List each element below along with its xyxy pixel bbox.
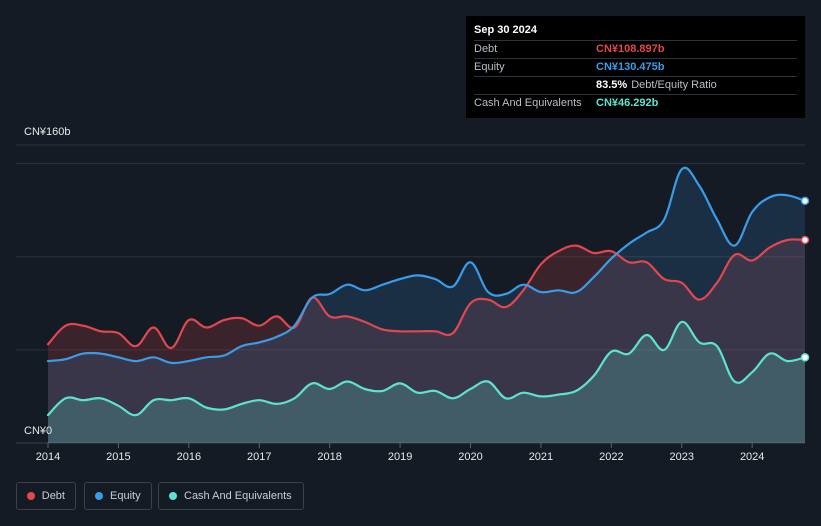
x-tick-label: 2020 bbox=[458, 451, 482, 463]
legend-item-debt[interactable]: Debt bbox=[16, 482, 76, 510]
area-debt bbox=[48, 239, 805, 443]
line-cash-and-equivalents bbox=[46, 320, 807, 417]
tooltip-value: CN¥108.897b bbox=[596, 43, 665, 55]
tooltip-value: 83.5% bbox=[596, 79, 628, 91]
x-tick-label: 2017 bbox=[247, 451, 271, 463]
legend-item-equity[interactable]: Equity bbox=[84, 482, 152, 510]
x-axis-ticks: 2014 2015 2016 2017 2018 2019 2020 2021 2022 2023… bbox=[36, 443, 764, 463]
y-axis-top-label: CN¥160b bbox=[24, 126, 70, 138]
line-equity bbox=[46, 166, 807, 365]
legend-item-cash[interactable]: Cash And Equivalents bbox=[158, 482, 304, 510]
legend-label: Equity bbox=[110, 490, 141, 502]
x-tick-label: 2019 bbox=[388, 451, 412, 463]
end-marker-debt bbox=[800, 235, 810, 245]
tooltip-value: CN¥46.292b bbox=[596, 97, 659, 109]
grid-lines bbox=[16, 144, 805, 444]
tooltip-panel: Sep 30 2024 Debt CN¥108.897b Equity CN¥1… bbox=[466, 16, 805, 118]
series-areas bbox=[48, 167, 805, 443]
x-tick-label: 2014 bbox=[36, 451, 60, 463]
series-lines bbox=[46, 166, 807, 417]
area-cash-and-equivalents bbox=[48, 321, 805, 443]
tooltip-label: Cash And Equivalents bbox=[474, 97, 582, 109]
series-end-markers bbox=[800, 196, 810, 362]
x-tick-label: 2016 bbox=[177, 451, 201, 463]
legend-dot-icon bbox=[169, 492, 177, 500]
tooltip-row-equity: Equity CN¥130.475b bbox=[474, 58, 797, 76]
legend-label: Cash And Equivalents bbox=[184, 490, 292, 502]
tooltip-value: CN¥130.475b bbox=[596, 61, 665, 73]
area-equity bbox=[48, 167, 805, 443]
tooltip-row-ratio: 83.5% Debt/Equity Ratio bbox=[474, 76, 797, 94]
end-marker-equity bbox=[800, 196, 810, 206]
tooltip-label bbox=[474, 77, 596, 94]
line-debt bbox=[46, 238, 807, 350]
y-axis-bottom-label: CN¥0 bbox=[24, 425, 52, 437]
x-tick-label: 2022 bbox=[599, 451, 623, 463]
end-marker-cash-and-equivalents bbox=[800, 353, 810, 362]
tooltip-row-cash: Cash And Equivalents CN¥46.292b bbox=[474, 94, 797, 112]
x-tick-label: 2023 bbox=[670, 451, 694, 463]
x-tick-label: 2018 bbox=[317, 451, 341, 463]
legend-dot-icon bbox=[95, 492, 103, 500]
x-tick-label: 2021 bbox=[529, 451, 553, 463]
tooltip-date: Sep 30 2024 bbox=[474, 24, 537, 36]
x-tick-label: 2024 bbox=[740, 451, 764, 463]
x-tick-label: 2015 bbox=[106, 451, 130, 463]
tooltip-ratio-label: Debt/Equity Ratio bbox=[631, 79, 717, 91]
legend-label: Debt bbox=[41, 490, 65, 502]
legend-dot-icon bbox=[27, 492, 35, 500]
tooltip-label: Debt bbox=[474, 43, 498, 55]
tooltip-label: Equity bbox=[474, 61, 505, 73]
tooltip-row-debt: Debt CN¥108.897b bbox=[474, 40, 797, 58]
